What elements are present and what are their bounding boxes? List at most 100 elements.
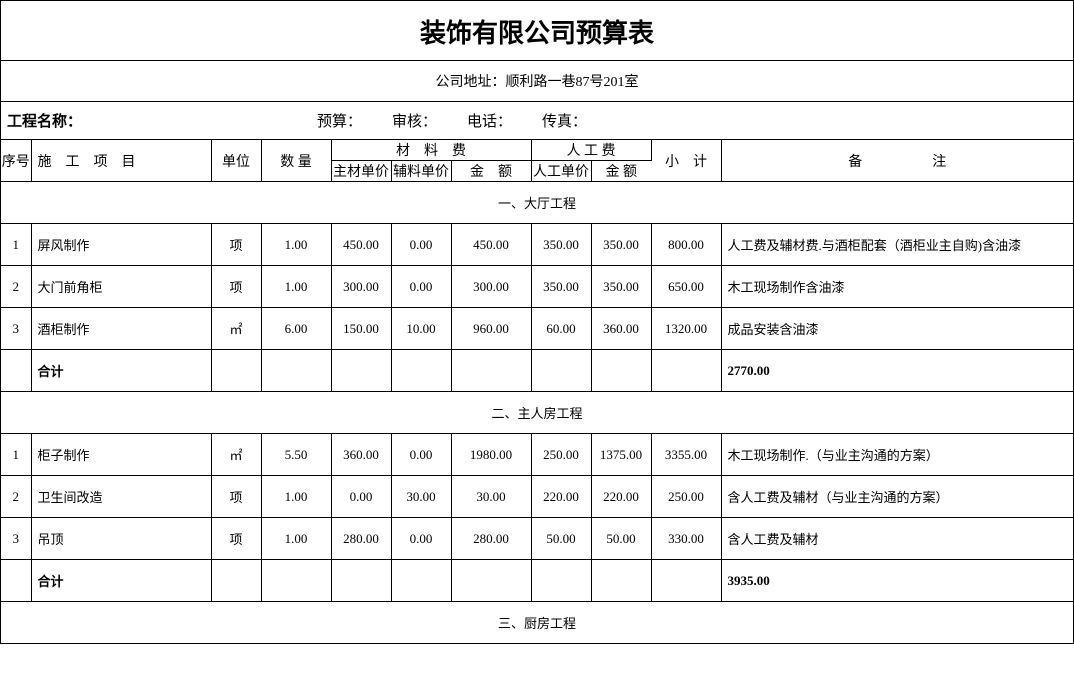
cell-labor-price: 220.00 bbox=[531, 476, 591, 518]
cell-qty: 5.50 bbox=[261, 434, 331, 476]
sum-empty bbox=[531, 350, 591, 392]
sum-label: 合计 bbox=[31, 350, 211, 392]
cell-labor-amount: 50.00 bbox=[591, 518, 651, 560]
cell-qty: 1.00 bbox=[261, 518, 331, 560]
cell-unit: ㎡ bbox=[211, 308, 261, 350]
project-name-label: 工程名称： bbox=[7, 110, 317, 131]
th-idx: 序号 bbox=[1, 140, 31, 182]
cell-labor-price: 350.00 bbox=[531, 224, 591, 266]
th-labor-amount: 金 额 bbox=[591, 161, 651, 182]
cell-item: 卫生间改造 bbox=[31, 476, 211, 518]
cell-qty: 1.00 bbox=[261, 224, 331, 266]
info-row: 工程名称： 预算： 审核： 电话： 传真： bbox=[1, 102, 1073, 140]
th-main-price: 主材单价 bbox=[331, 161, 391, 182]
cell-note: 含人工费及辅材 bbox=[721, 518, 1073, 560]
section-heading-row: 一、大厅工程 bbox=[1, 182, 1073, 224]
cell-subtotal: 1320.00 bbox=[651, 308, 721, 350]
th-aux-price: 辅料单价 bbox=[391, 161, 451, 182]
cell-subtotal: 800.00 bbox=[651, 224, 721, 266]
cell-mat-amount: 960.00 bbox=[451, 308, 531, 350]
cell-aux-price: 30.00 bbox=[391, 476, 451, 518]
table-header: 序号 施 工 项 目 单位 数 量 材 料 费 人 工 费 小 计 备 注 主材… bbox=[1, 140, 1073, 182]
cell-item: 大门前角柜 bbox=[31, 266, 211, 308]
cell-labor-amount: 220.00 bbox=[591, 476, 651, 518]
sum-empty bbox=[331, 560, 391, 602]
cell-labor-price: 250.00 bbox=[531, 434, 591, 476]
table-row: 2卫生间改造项1.000.0030.0030.00220.00220.00250… bbox=[1, 476, 1073, 518]
cell-labor-amount: 350.00 bbox=[591, 224, 651, 266]
cell-subtotal: 330.00 bbox=[651, 518, 721, 560]
cell-main-price: 0.00 bbox=[331, 476, 391, 518]
budget-table: 序号 施 工 项 目 单位 数 量 材 料 费 人 工 费 小 计 备 注 主材… bbox=[1, 140, 1073, 644]
section-heading-row: 三、厨房工程 bbox=[1, 602, 1073, 644]
th-unit: 单位 bbox=[211, 140, 261, 182]
cell-qty: 6.00 bbox=[261, 308, 331, 350]
th-qty: 数 量 bbox=[261, 140, 331, 182]
table-row: 2大门前角柜项1.00300.000.00300.00350.00350.006… bbox=[1, 266, 1073, 308]
th-labor-price: 人工单价 bbox=[531, 161, 591, 182]
cell-mat-amount: 300.00 bbox=[451, 266, 531, 308]
section-heading: 二、主人房工程 bbox=[1, 392, 1073, 434]
cell-idx: 3 bbox=[1, 518, 31, 560]
table-body: 一、大厅工程1屏风制作项1.00450.000.00450.00350.0035… bbox=[1, 182, 1073, 644]
th-mat-amount: 金 额 bbox=[451, 161, 531, 182]
cell-labor-price: 50.00 bbox=[531, 518, 591, 560]
cell-labor-price: 350.00 bbox=[531, 266, 591, 308]
sum-value: 2770.00 bbox=[721, 350, 1073, 392]
cell-aux-price: 0.00 bbox=[391, 518, 451, 560]
sum-empty bbox=[531, 560, 591, 602]
cell-item: 酒柜制作 bbox=[31, 308, 211, 350]
sum-empty bbox=[261, 350, 331, 392]
cell-note: 成品安装含油漆 bbox=[721, 308, 1073, 350]
section-heading-row: 二、主人房工程 bbox=[1, 392, 1073, 434]
sum-row: 合计3935.00 bbox=[1, 560, 1073, 602]
cell-note: 木工现场制作含油漆 bbox=[721, 266, 1073, 308]
cell-qty: 1.00 bbox=[261, 476, 331, 518]
cell-aux-price: 10.00 bbox=[391, 308, 451, 350]
phone-label: 电话： bbox=[467, 110, 512, 131]
cell-note: 木工现场制作.（与业主沟通的方案） bbox=[721, 434, 1073, 476]
cell-main-price: 450.00 bbox=[331, 224, 391, 266]
sum-empty bbox=[261, 560, 331, 602]
audit-label: 审核： bbox=[392, 110, 437, 131]
cell-main-price: 360.00 bbox=[331, 434, 391, 476]
cell-aux-price: 0.00 bbox=[391, 224, 451, 266]
cell-mat-amount: 30.00 bbox=[451, 476, 531, 518]
sum-empty bbox=[591, 560, 651, 602]
table-row: 1屏风制作项1.00450.000.00450.00350.00350.0080… bbox=[1, 224, 1073, 266]
th-subtotal: 小 计 bbox=[651, 140, 721, 182]
fax-label: 传真： bbox=[542, 110, 587, 131]
cell-idx: 3 bbox=[1, 308, 31, 350]
budget-label: 预算： bbox=[317, 110, 362, 131]
sum-idx-empty bbox=[1, 350, 31, 392]
cell-unit: ㎡ bbox=[211, 434, 261, 476]
cell-mat-amount: 1980.00 bbox=[451, 434, 531, 476]
cell-aux-price: 0.00 bbox=[391, 266, 451, 308]
sum-empty bbox=[451, 560, 531, 602]
sum-row: 合计 2770.00 bbox=[1, 350, 1073, 392]
th-note: 备 注 bbox=[721, 140, 1073, 182]
budget-sheet: 装饰有限公司预算表 公司地址：顺利路一巷87号201室 工程名称： 预算： 审核… bbox=[0, 0, 1074, 644]
cell-item: 吊顶 bbox=[31, 518, 211, 560]
sum-empty bbox=[391, 350, 451, 392]
sum-empty bbox=[591, 350, 651, 392]
sum-value: 3935.00 bbox=[721, 560, 1073, 602]
cell-labor-amount: 360.00 bbox=[591, 308, 651, 350]
cell-main-price: 280.00 bbox=[331, 518, 391, 560]
sum-empty bbox=[651, 560, 721, 602]
sum-empty bbox=[391, 560, 451, 602]
cell-labor-amount: 1375.00 bbox=[591, 434, 651, 476]
cell-unit: 项 bbox=[211, 518, 261, 560]
cell-idx: 1 bbox=[1, 224, 31, 266]
company-address: 公司地址：顺利路一巷87号201室 bbox=[1, 61, 1073, 102]
cell-qty: 1.00 bbox=[261, 266, 331, 308]
cell-main-price: 150.00 bbox=[331, 308, 391, 350]
th-item: 施 工 项 目 bbox=[31, 140, 211, 182]
cell-note: 含人工费及辅材（与业主沟通的方案） bbox=[721, 476, 1073, 518]
th-material-group: 材 料 费 bbox=[331, 140, 531, 161]
cell-mat-amount: 450.00 bbox=[451, 224, 531, 266]
cell-labor-price: 60.00 bbox=[531, 308, 591, 350]
cell-unit: 项 bbox=[211, 476, 261, 518]
table-row: 3酒柜制作㎡6.00150.0010.00960.0060.00360.0013… bbox=[1, 308, 1073, 350]
sum-empty bbox=[211, 560, 261, 602]
